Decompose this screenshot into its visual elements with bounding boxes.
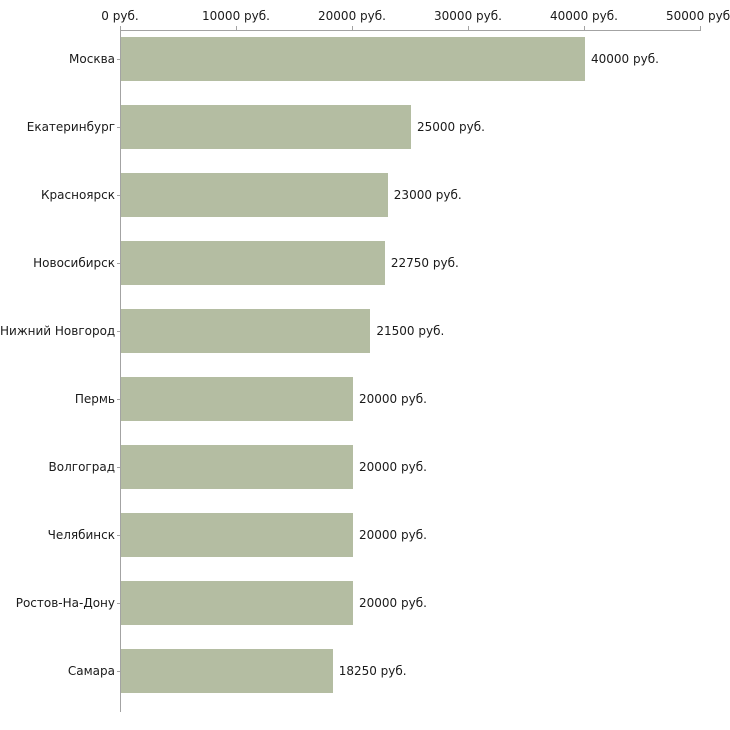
x-tick-mark bbox=[120, 26, 121, 30]
value-label: 23000 руб. bbox=[393, 188, 462, 202]
x-tick-mark bbox=[352, 26, 353, 30]
category-label: Пермь bbox=[74, 392, 115, 406]
x-tick-label: 10000 руб. bbox=[202, 9, 270, 23]
bar bbox=[121, 37, 585, 81]
x-tick-label: 20000 руб. bbox=[318, 9, 386, 23]
y-tick-mark bbox=[117, 399, 120, 400]
value-label: 40000 руб. bbox=[591, 52, 659, 66]
y-tick-mark bbox=[117, 59, 120, 60]
y-tick-mark bbox=[117, 127, 120, 128]
value-label: 25000 руб. bbox=[417, 120, 485, 134]
value-label: 18250 руб. bbox=[338, 664, 407, 678]
y-tick-mark bbox=[117, 195, 120, 196]
x-tick-mark bbox=[236, 26, 237, 30]
category-label: Ростов-На-Дону bbox=[15, 596, 115, 610]
category-label: Челябинск bbox=[47, 528, 115, 542]
x-tick-label: 50000 руб. bbox=[666, 9, 730, 23]
value-label: 21500 руб. bbox=[376, 324, 445, 338]
y-tick-mark bbox=[117, 671, 120, 672]
bar bbox=[121, 377, 353, 421]
value-label: 20000 руб. bbox=[359, 528, 427, 542]
x-tick-label: 0 руб. bbox=[101, 9, 139, 23]
bar bbox=[121, 241, 385, 285]
y-tick-mark bbox=[117, 263, 120, 264]
y-tick-mark bbox=[117, 603, 120, 604]
bar bbox=[121, 309, 371, 353]
category-label: Новосибирск bbox=[33, 256, 115, 270]
y-axis-line bbox=[120, 30, 121, 712]
x-tick-mark bbox=[584, 26, 585, 30]
x-tick-label: 30000 руб. bbox=[434, 9, 502, 23]
value-label: 20000 руб. bbox=[359, 392, 427, 406]
category-label: Нижний Новгород bbox=[0, 324, 116, 338]
category-label: Красноярск bbox=[41, 188, 115, 202]
bar bbox=[121, 445, 353, 489]
category-label: Самара bbox=[67, 664, 115, 678]
x-tick-mark bbox=[468, 26, 469, 30]
value-label: 22750 руб. bbox=[390, 256, 459, 270]
bar bbox=[121, 173, 388, 217]
bar bbox=[121, 649, 333, 693]
category-label: Волгоград bbox=[48, 460, 115, 474]
bar bbox=[121, 513, 353, 557]
category-label: Москва bbox=[69, 52, 115, 66]
category-label: Екатеринбург bbox=[26, 120, 115, 134]
y-tick-mark bbox=[117, 331, 120, 332]
bar bbox=[121, 105, 411, 149]
x-tick-mark bbox=[700, 26, 701, 30]
x-tick-label: 40000 руб. bbox=[550, 9, 618, 23]
y-tick-mark bbox=[117, 467, 120, 468]
x-axis-line bbox=[120, 30, 701, 31]
y-tick-mark bbox=[117, 535, 120, 536]
bar bbox=[121, 581, 353, 625]
value-label: 20000 руб. bbox=[359, 596, 427, 610]
value-label: 20000 руб. bbox=[359, 460, 427, 474]
